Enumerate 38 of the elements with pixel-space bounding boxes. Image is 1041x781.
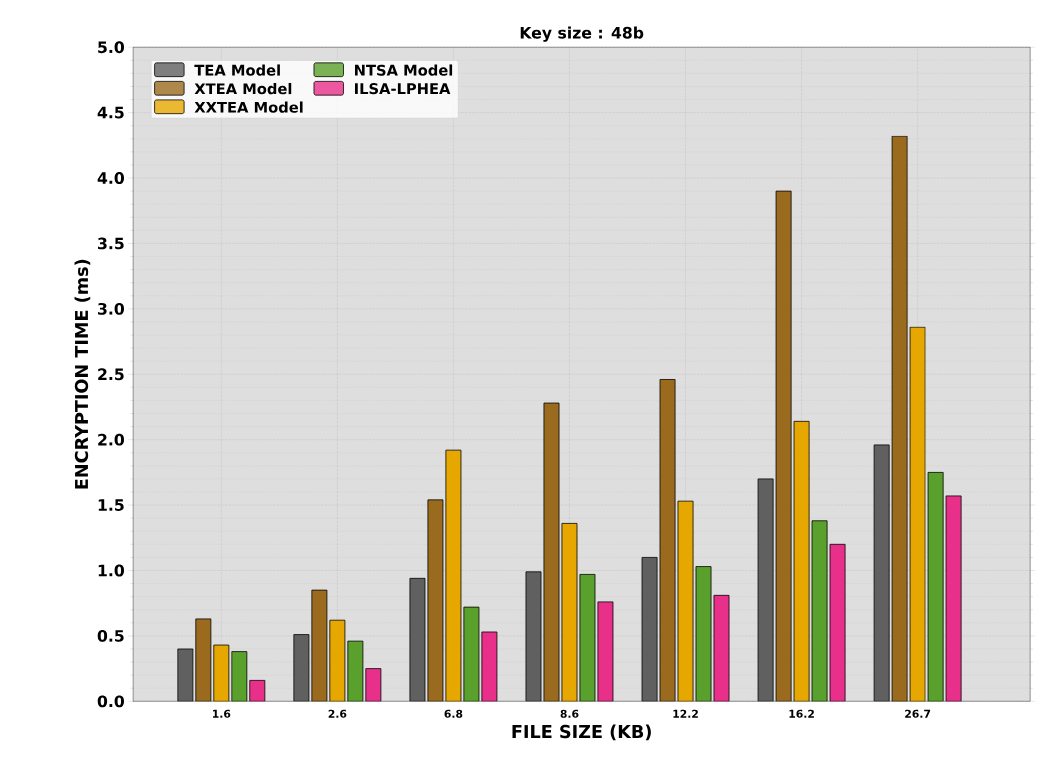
bar: [177, 648, 194, 702]
x-tick-label: 8.6: [560, 709, 579, 718]
x-tick-label: 1.6: [212, 709, 231, 718]
y-tick-label: 4.0: [97, 172, 124, 184]
bar: [927, 471, 944, 702]
x-tick-label: 6.8: [444, 709, 463, 718]
y-tick-label: 1.5: [98, 499, 124, 511]
bar: [231, 651, 248, 702]
bar: [891, 135, 908, 702]
bar: [329, 619, 346, 702]
legend-label: XXTEA Model: [194, 101, 303, 113]
y-tick-label: 3.5: [98, 237, 124, 250]
bar: [213, 644, 230, 702]
y-tick-label: 5.0: [98, 41, 124, 54]
bar: [195, 618, 212, 702]
x-axis-title: FILE SIZE (KB): [512, 724, 651, 741]
bar: [311, 589, 328, 702]
bar: [347, 640, 364, 702]
x-tick-label: 12.2: [673, 709, 698, 718]
y-tick-label: 4.5: [97, 106, 124, 119]
legend-label: NTSA Model: [355, 64, 453, 76]
y-tick-label: 2.0: [98, 433, 124, 446]
legend-label: TEA Model: [194, 64, 280, 76]
x-tick-label: 16.2: [789, 709, 814, 718]
legend-label: ILSA-LPHEA: [355, 83, 451, 95]
x-tick-label: 2.6: [328, 709, 347, 718]
chart-title: Key size : 48b: [520, 26, 644, 42]
y-tick-label: 3.0: [98, 302, 124, 315]
y-tick-label: 1.0: [98, 564, 124, 577]
bar: [365, 668, 382, 702]
bar: [873, 444, 890, 702]
y-tick-label: 0.5: [97, 629, 124, 642]
y-tick-label: 2.5: [98, 368, 124, 381]
bar: [909, 326, 926, 702]
y-axis-title: ENCRYPTION TIME (ms): [74, 259, 91, 489]
legend-label: XTEA Model: [194, 82, 292, 95]
x-tick-label: 26.7: [905, 709, 931, 718]
y-tick-label: 0.0: [97, 695, 124, 708]
